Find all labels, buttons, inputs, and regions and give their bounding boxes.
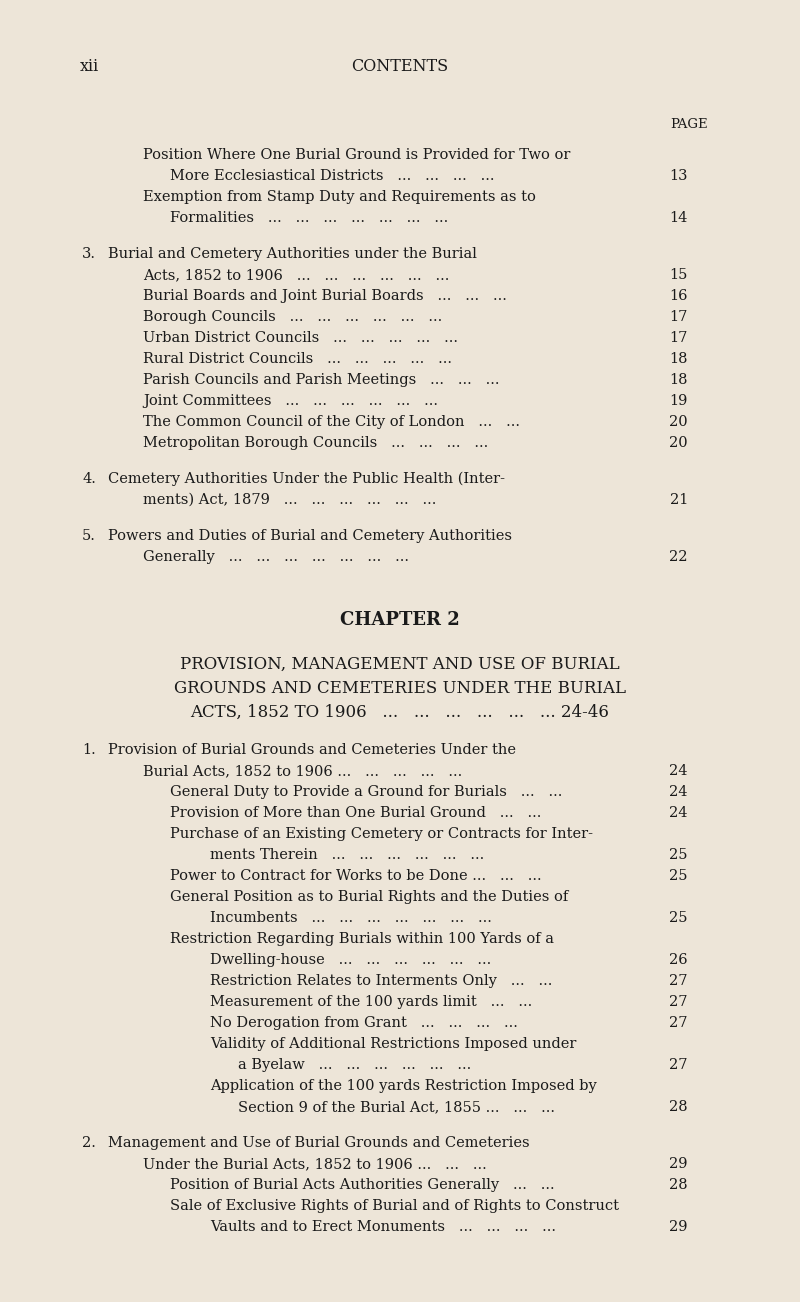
Text: Purchase of an Existing Cemetery or Contracts for Inter-: Purchase of an Existing Cemetery or Cont… xyxy=(170,827,593,841)
Text: Position of Burial Acts Authorities Generally   ...   ...: Position of Burial Acts Authorities Gene… xyxy=(170,1178,554,1193)
Text: 4.: 4. xyxy=(82,473,96,486)
Text: Restriction Relates to Interments Only   ...   ...: Restriction Relates to Interments Only .… xyxy=(210,974,552,988)
Text: 15: 15 xyxy=(670,268,688,283)
Text: 24: 24 xyxy=(670,806,688,820)
Text: Joint Committees   ...   ...   ...   ...   ...   ...: Joint Committees ... ... ... ... ... ... xyxy=(143,395,438,408)
Text: 20: 20 xyxy=(670,415,688,428)
Text: Powers and Duties of Burial and Cemetery Authorities: Powers and Duties of Burial and Cemetery… xyxy=(108,529,512,543)
Text: Power to Contract for Works to be Done ...   ...   ...: Power to Contract for Works to be Done .… xyxy=(170,868,542,883)
Text: CONTENTS: CONTENTS xyxy=(351,59,449,76)
Text: Exemption from Stamp Duty and Requirements as to: Exemption from Stamp Duty and Requiremen… xyxy=(143,190,536,204)
Text: PROVISION, MANAGEMENT AND USE OF BURIAL: PROVISION, MANAGEMENT AND USE OF BURIAL xyxy=(180,656,620,673)
Text: 19: 19 xyxy=(670,395,688,408)
Text: Incumbents   ...   ...   ...   ...   ...   ...   ...: Incumbents ... ... ... ... ... ... ... xyxy=(210,911,492,924)
Text: 16: 16 xyxy=(670,289,688,303)
Text: General Position as to Burial Rights and the Duties of: General Position as to Burial Rights and… xyxy=(170,891,568,904)
Text: PAGE: PAGE xyxy=(670,118,708,132)
Text: 24: 24 xyxy=(670,785,688,799)
Text: 18: 18 xyxy=(670,372,688,387)
Text: 13: 13 xyxy=(670,169,688,184)
Text: Management and Use of Burial Grounds and Cemeteries: Management and Use of Burial Grounds and… xyxy=(108,1137,530,1150)
Text: 22: 22 xyxy=(670,549,688,564)
Text: Rural District Councils   ...   ...   ...   ...   ...: Rural District Councils ... ... ... ... … xyxy=(143,352,452,366)
Text: Generally   ...   ...   ...   ...   ...   ...   ...: Generally ... ... ... ... ... ... ... xyxy=(143,549,409,564)
Text: 17: 17 xyxy=(670,331,688,345)
Text: Vaults and to Erect Monuments   ...   ...   ...   ...: Vaults and to Erect Monuments ... ... ..… xyxy=(210,1220,556,1234)
Text: 27: 27 xyxy=(670,1016,688,1030)
Text: 20: 20 xyxy=(670,436,688,450)
Text: 27: 27 xyxy=(670,1059,688,1072)
Text: The Common Council of the City of London   ...   ...: The Common Council of the City of London… xyxy=(143,415,520,428)
Text: Metropolitan Borough Councils   ...   ...   ...   ...: Metropolitan Borough Councils ... ... ..… xyxy=(143,436,488,450)
Text: 21: 21 xyxy=(670,493,688,506)
Text: 1.: 1. xyxy=(82,743,96,756)
Text: Section 9 of the Burial Act, 1855 ...   ...   ...: Section 9 of the Burial Act, 1855 ... ..… xyxy=(238,1100,555,1115)
Text: CHAPTER 2: CHAPTER 2 xyxy=(340,611,460,629)
Text: xii: xii xyxy=(80,59,99,76)
Text: 24: 24 xyxy=(670,764,688,779)
Text: Sale of Exclusive Rights of Burial and of Rights to Construct: Sale of Exclusive Rights of Burial and o… xyxy=(170,1199,619,1213)
Text: ments) Act, 1879   ...   ...   ...   ...   ...   ...: ments) Act, 1879 ... ... ... ... ... ... xyxy=(143,493,436,506)
Text: ACTS, 1852 TO 1906   ...   ...   ...   ...   ...   ... 24-46: ACTS, 1852 TO 1906 ... ... ... ... ... .… xyxy=(190,704,610,721)
Text: More Ecclesiastical Districts   ...   ...   ...   ...: More Ecclesiastical Districts ... ... ..… xyxy=(170,169,494,184)
Text: Validity of Additional Restrictions Imposed under: Validity of Additional Restrictions Impo… xyxy=(210,1036,576,1051)
Text: Measurement of the 100 yards limit   ...   ...: Measurement of the 100 yards limit ... .… xyxy=(210,995,532,1009)
Text: Under the Burial Acts, 1852 to 1906 ...   ...   ...: Under the Burial Acts, 1852 to 1906 ... … xyxy=(143,1157,486,1170)
Text: General Duty to Provide a Ground for Burials   ...   ...: General Duty to Provide a Ground for Bur… xyxy=(170,785,562,799)
Text: No Derogation from Grant   ...   ...   ...   ...: No Derogation from Grant ... ... ... ... xyxy=(210,1016,518,1030)
Text: 17: 17 xyxy=(670,310,688,324)
Text: Borough Councils   ...   ...   ...   ...   ...   ...: Borough Councils ... ... ... ... ... ... xyxy=(143,310,442,324)
Text: Position Where One Burial Ground is Provided for Two or: Position Where One Burial Ground is Prov… xyxy=(143,148,570,161)
Text: ments Therein   ...   ...   ...   ...   ...   ...: ments Therein ... ... ... ... ... ... xyxy=(210,848,484,862)
Text: 27: 27 xyxy=(670,995,688,1009)
Text: 29: 29 xyxy=(670,1157,688,1170)
Text: 14: 14 xyxy=(670,211,688,225)
Text: Urban District Councils   ...   ...   ...   ...   ...: Urban District Councils ... ... ... ... … xyxy=(143,331,458,345)
Text: GROUNDS AND CEMETERIES UNDER THE BURIAL: GROUNDS AND CEMETERIES UNDER THE BURIAL xyxy=(174,680,626,697)
Text: Dwelling-house   ...   ...   ...   ...   ...   ...: Dwelling-house ... ... ... ... ... ... xyxy=(210,953,491,967)
Text: Cemetery Authorities Under the Public Health (Inter-: Cemetery Authorities Under the Public He… xyxy=(108,473,505,487)
Text: 25: 25 xyxy=(670,848,688,862)
Text: Parish Councils and Parish Meetings   ...   ...   ...: Parish Councils and Parish Meetings ... … xyxy=(143,372,499,387)
Text: Burial Boards and Joint Burial Boards   ...   ...   ...: Burial Boards and Joint Burial Boards ..… xyxy=(143,289,507,303)
Text: Formalities   ...   ...   ...   ...   ...   ...   ...: Formalities ... ... ... ... ... ... ... xyxy=(170,211,448,225)
Text: 28: 28 xyxy=(670,1178,688,1193)
Text: 29: 29 xyxy=(670,1220,688,1234)
Text: 27: 27 xyxy=(670,974,688,988)
Text: a Byelaw   ...   ...   ...   ...   ...   ...: a Byelaw ... ... ... ... ... ... xyxy=(238,1059,471,1072)
Text: Burial and Cemetery Authorities under the Burial: Burial and Cemetery Authorities under th… xyxy=(108,247,477,260)
Text: Provision of Burial Grounds and Cemeteries Under the: Provision of Burial Grounds and Cemeteri… xyxy=(108,743,516,756)
Text: Application of the 100 yards Restriction Imposed by: Application of the 100 yards Restriction… xyxy=(210,1079,597,1092)
Text: 5.: 5. xyxy=(82,529,96,543)
Text: 25: 25 xyxy=(670,868,688,883)
Text: 25: 25 xyxy=(670,911,688,924)
Text: Restriction Regarding Burials within 100 Yards of a: Restriction Regarding Burials within 100… xyxy=(170,932,554,947)
Text: Acts, 1852 to 1906   ...   ...   ...   ...   ...   ...: Acts, 1852 to 1906 ... ... ... ... ... .… xyxy=(143,268,450,283)
Text: 3.: 3. xyxy=(82,247,96,260)
Text: Provision of More than One Burial Ground   ...   ...: Provision of More than One Burial Ground… xyxy=(170,806,542,820)
Text: Burial Acts, 1852 to 1906 ...   ...   ...   ...   ...: Burial Acts, 1852 to 1906 ... ... ... ..… xyxy=(143,764,462,779)
Text: 2.: 2. xyxy=(82,1137,96,1150)
Text: 26: 26 xyxy=(670,953,688,967)
Text: 28: 28 xyxy=(670,1100,688,1115)
Text: 18: 18 xyxy=(670,352,688,366)
